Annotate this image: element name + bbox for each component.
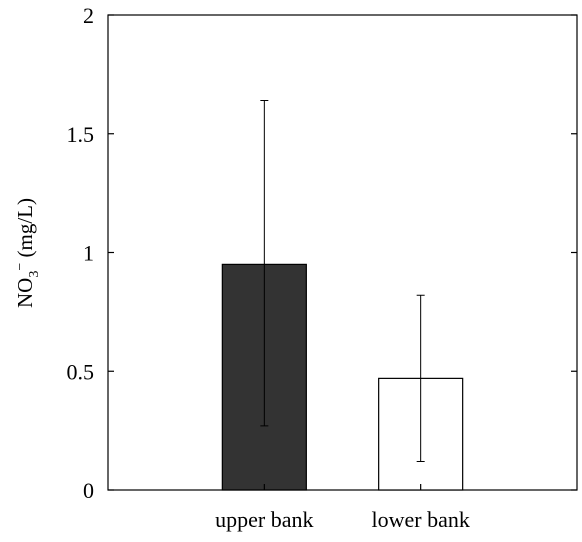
y-axis-label-subscript: 3: [27, 271, 42, 278]
y-tick-label: 0.5: [67, 359, 95, 384]
x-category-label: lower bank: [371, 507, 469, 532]
error-bars-group: [260, 100, 425, 462]
y-tick-label: 1.5: [67, 122, 95, 147]
x-axis-labels: upper bank lower bank: [215, 484, 470, 532]
plot-area-frame: [107, 14, 578, 491]
y-axis-label-text: NO3− (mg/L): [13, 198, 42, 308]
y-axis-label: NO3− (mg/L): [13, 198, 42, 308]
y-axis-label-superscript: −: [13, 263, 28, 271]
y-axis-label-suffix: (mg/L): [13, 198, 37, 263]
y-axis-ticks: 0 0.5 1 1.5 2: [67, 3, 577, 503]
x-category-label: upper bank: [215, 507, 313, 532]
bars-group: [221, 263, 464, 491]
y-tick-label: 1: [83, 241, 94, 266]
y-axis-label-prefix: NO: [13, 278, 37, 308]
y-tick-label: 0: [83, 478, 94, 503]
y-tick-label: 2: [83, 3, 94, 28]
